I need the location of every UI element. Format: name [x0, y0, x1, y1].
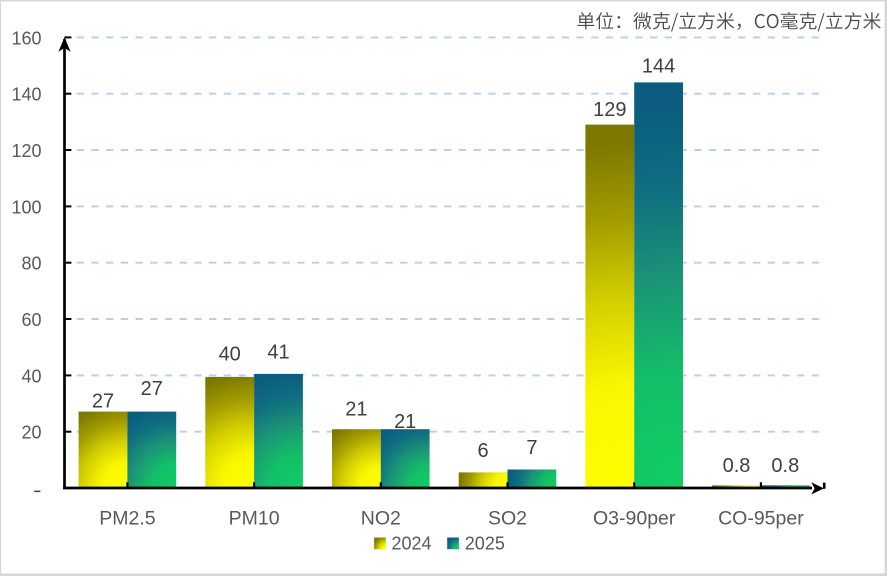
svg-text:NO2: NO2	[361, 507, 401, 529]
svg-text:80: 80	[21, 254, 41, 274]
svg-text:100: 100	[11, 197, 41, 217]
svg-text:PM2.5: PM2.5	[99, 507, 156, 529]
svg-text:0.8: 0.8	[723, 455, 751, 477]
svg-text:140: 140	[11, 85, 41, 105]
svg-text:7: 7	[526, 437, 537, 459]
svg-text:40: 40	[21, 366, 41, 386]
svg-text:20: 20	[21, 423, 41, 443]
svg-text:21: 21	[394, 411, 416, 433]
svg-text:120: 120	[11, 141, 41, 161]
svg-text:27: 27	[92, 391, 114, 413]
svg-text:0.8: 0.8	[771, 455, 799, 477]
svg-text:27: 27	[141, 378, 163, 400]
svg-text:21: 21	[345, 399, 367, 421]
svg-text:PM10: PM10	[229, 507, 280, 529]
svg-text:129: 129	[593, 99, 626, 121]
svg-text:O3-90per: O3-90per	[593, 507, 676, 529]
svg-text:2024: 2024	[392, 534, 432, 554]
svg-text:40: 40	[219, 343, 241, 365]
svg-text:CO-95per: CO-95per	[718, 507, 804, 529]
svg-text:2025: 2025	[465, 534, 505, 554]
svg-text:144: 144	[642, 56, 675, 78]
svg-text:60: 60	[21, 310, 41, 330]
svg-text:41: 41	[267, 341, 289, 363]
svg-text:SO2: SO2	[488, 507, 527, 529]
svg-text:160: 160	[11, 28, 41, 48]
svg-text:6: 6	[478, 440, 489, 462]
